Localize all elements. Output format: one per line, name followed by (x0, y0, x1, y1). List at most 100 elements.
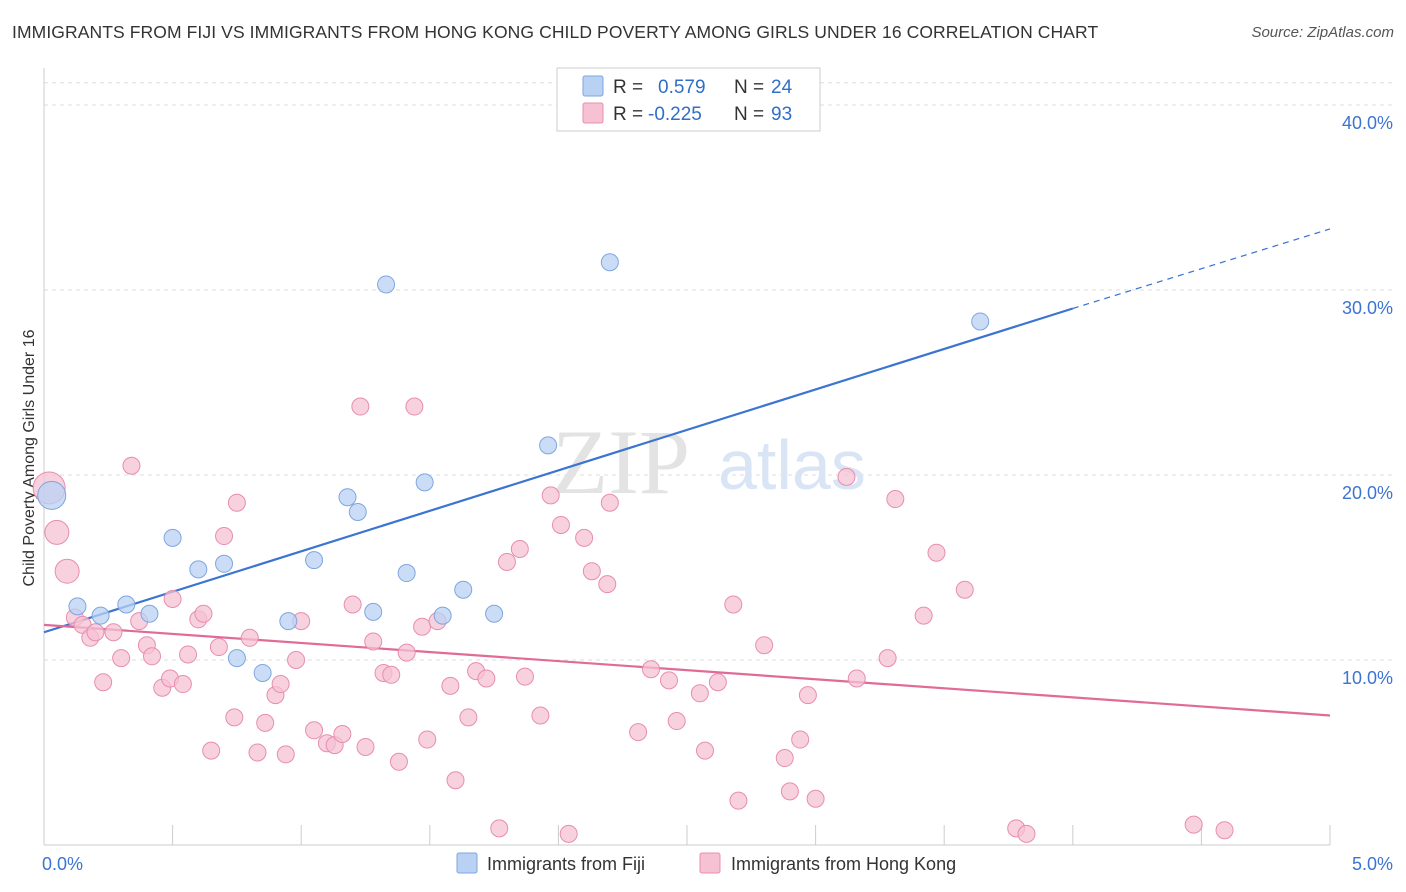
hk-point (629, 723, 648, 742)
hk-point (582, 562, 601, 581)
hk-point (397, 643, 416, 662)
legend-hk-r-value: -0.225 (648, 104, 702, 125)
series-legend-hk-label: Immigrants from Hong Kong (731, 854, 956, 874)
fiji-point (163, 528, 182, 547)
fiji-point (539, 436, 558, 455)
legend-fiji-r-value: 0.579 (658, 77, 706, 98)
hk-point (798, 686, 817, 705)
fiji-point (338, 488, 357, 507)
hk-point (54, 558, 80, 584)
hk-point (163, 589, 182, 608)
fiji-point (117, 595, 136, 614)
y-tick-labels: 10.0% 20.0% 30.0% 40.0% (1342, 113, 1393, 688)
hk-point (143, 647, 162, 666)
hk-point (510, 540, 529, 558)
hk-point (44, 519, 70, 545)
legend-fiji-r-label: R = (613, 77, 643, 98)
fiji-point (140, 604, 159, 623)
legend-hk-swatch (582, 102, 604, 124)
series-legend-hk-swatch (699, 852, 721, 874)
hk-point (194, 604, 213, 623)
hk-point (755, 636, 774, 655)
x-tick-labels: 0.0% 5.0% (42, 825, 1393, 874)
hk-point (405, 397, 424, 416)
fiji-point (364, 602, 383, 621)
hk-point (173, 675, 192, 694)
fiji-point (215, 554, 234, 573)
hk-point (708, 673, 727, 692)
hk-point (179, 645, 198, 664)
hk-point (600, 493, 619, 512)
hk-point (667, 712, 686, 731)
hk-point (1215, 821, 1234, 840)
hk-point (927, 543, 946, 562)
hk-point (459, 708, 478, 727)
hk-point (515, 667, 534, 686)
hk-point (729, 791, 748, 810)
hk-point (86, 623, 105, 642)
legend-hk-r-label: R = (613, 104, 643, 125)
hk-point (559, 824, 578, 843)
hk-point (791, 730, 810, 749)
y-tick-label: 20.0% (1342, 483, 1393, 503)
fiji-point (600, 253, 619, 272)
hk-point (227, 493, 246, 512)
fiji-trend-extension (1072, 228, 1331, 310)
fiji-point (68, 597, 87, 616)
source-label: Source: ZipAtlas.com (1251, 24, 1394, 41)
hk-point (641, 660, 660, 679)
hk-point (551, 515, 570, 534)
hk-point (413, 617, 432, 636)
hk-point (914, 606, 933, 625)
legend-hk-n-label: N = (734, 104, 764, 125)
grid-lines (44, 82, 1392, 661)
fiji-point (433, 606, 452, 625)
y-tick-label: 30.0% (1342, 298, 1393, 318)
hk-point (806, 789, 825, 808)
hk-point (696, 741, 715, 760)
stats-legend: R = 0.579 N = 24 R = -0.225 N = 93 (556, 67, 821, 132)
hk-point (490, 819, 509, 838)
hk-point (780, 782, 799, 801)
fiji-point (227, 649, 246, 668)
watermark-atlas: atlas (718, 426, 866, 504)
hk-point (364, 632, 383, 651)
hk-point (112, 649, 131, 668)
hk-point (659, 671, 678, 690)
hk-point (343, 595, 362, 614)
hk-point (333, 725, 352, 743)
chart-title: IMMIGRANTS FROM FIJI VS IMMIGRANTS FROM … (12, 22, 1099, 42)
fiji-point (415, 473, 434, 492)
legend-fiji-n-label: N = (734, 77, 764, 98)
hk-point (248, 743, 267, 762)
y-tick-label: 40.0% (1342, 113, 1393, 133)
y-tick-label: 10.0% (1342, 668, 1393, 688)
hk-point (202, 741, 221, 760)
fiji-point (37, 480, 67, 510)
hk-point (104, 623, 123, 642)
hk-point (305, 721, 324, 740)
fiji-point (397, 564, 416, 583)
hk-point (598, 575, 617, 594)
hk-point (1184, 815, 1203, 834)
x-tick-label: 0.0% (42, 854, 83, 874)
fiji-point (189, 560, 208, 579)
fiji-trend-line (43, 307, 1074, 634)
series-legend-fiji-swatch (456, 852, 478, 874)
series-legend: Immigrants from Fiji Immigrants from Hon… (456, 852, 956, 874)
hk-point (441, 676, 460, 695)
hk-point (724, 595, 743, 614)
fiji-point (377, 275, 396, 294)
hk-point (690, 684, 709, 703)
fiji-point (348, 503, 367, 521)
legend-fiji-n-value: 24 (771, 77, 793, 98)
hk-point (878, 649, 897, 668)
legend-fiji-swatch (582, 75, 604, 97)
hk-point (541, 486, 560, 505)
hk-point (837, 467, 856, 486)
legend-hk-n-value: 93 (771, 104, 792, 125)
fiji-point (305, 551, 324, 570)
hk-point (775, 749, 794, 768)
hk-point (1017, 824, 1036, 843)
